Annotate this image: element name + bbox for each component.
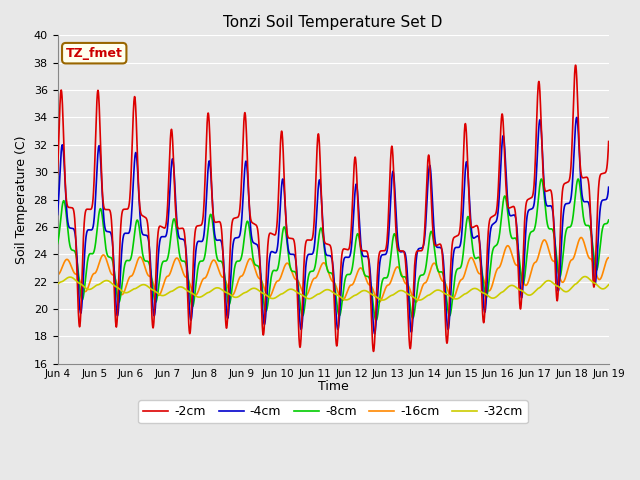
-8cm <box>605 217 612 223</box>
-8cm <box>397 270 404 276</box>
-16cm <box>412 299 420 305</box>
Text: TZ_fmet: TZ_fmet <box>66 47 123 60</box>
-2cm <box>605 142 612 148</box>
-32cm <box>552 283 560 288</box>
-4cm <box>207 181 215 187</box>
-32cm <box>581 274 589 279</box>
-2cm <box>207 179 215 185</box>
-4cm <box>605 184 612 190</box>
-4cm <box>552 268 560 274</box>
-8cm <box>387 253 395 259</box>
-16cm <box>605 255 612 261</box>
-32cm <box>387 293 395 299</box>
-32cm <box>54 281 61 287</box>
-16cm <box>387 279 395 285</box>
Line: -4cm: -4cm <box>58 118 609 334</box>
-2cm <box>552 292 560 298</box>
-32cm <box>207 288 215 294</box>
Title: Tonzi Soil Temperature Set D: Tonzi Soil Temperature Set D <box>223 15 443 30</box>
-2cm <box>54 171 61 177</box>
-4cm <box>397 249 404 255</box>
-32cm <box>397 288 404 293</box>
Line: -32cm: -32cm <box>58 276 609 300</box>
-16cm <box>172 256 179 262</box>
-2cm <box>605 139 612 144</box>
-4cm <box>605 186 612 192</box>
-2cm <box>172 207 179 213</box>
-4cm <box>387 192 395 197</box>
-8cm <box>172 221 179 227</box>
-32cm <box>605 282 612 288</box>
-4cm <box>371 331 378 336</box>
Line: -16cm: -16cm <box>58 238 609 302</box>
-16cm <box>577 235 585 240</box>
X-axis label: Time: Time <box>317 380 348 393</box>
Line: -2cm: -2cm <box>58 65 609 351</box>
-2cm <box>387 151 395 157</box>
-2cm <box>397 248 404 254</box>
-8cm <box>605 218 612 224</box>
-2cm <box>572 62 579 68</box>
-8cm <box>207 213 215 218</box>
-4cm <box>54 212 61 217</box>
Y-axis label: Soil Temperature (C): Soil Temperature (C) <box>15 135 28 264</box>
-32cm <box>605 282 612 288</box>
-2cm <box>370 348 378 354</box>
Legend: -2cm, -4cm, -8cm, -16cm, -32cm: -2cm, -4cm, -8cm, -16cm, -32cm <box>138 400 528 423</box>
-16cm <box>397 268 404 274</box>
-16cm <box>54 272 61 277</box>
-16cm <box>207 260 215 266</box>
Line: -8cm: -8cm <box>58 179 609 321</box>
-8cm <box>372 318 380 324</box>
-8cm <box>553 254 561 260</box>
-4cm <box>172 197 179 203</box>
-8cm <box>54 241 61 247</box>
-32cm <box>172 286 179 292</box>
-32cm <box>415 297 423 303</box>
-16cm <box>552 263 560 269</box>
-8cm <box>538 176 545 182</box>
-4cm <box>573 115 580 120</box>
-16cm <box>605 255 612 261</box>
